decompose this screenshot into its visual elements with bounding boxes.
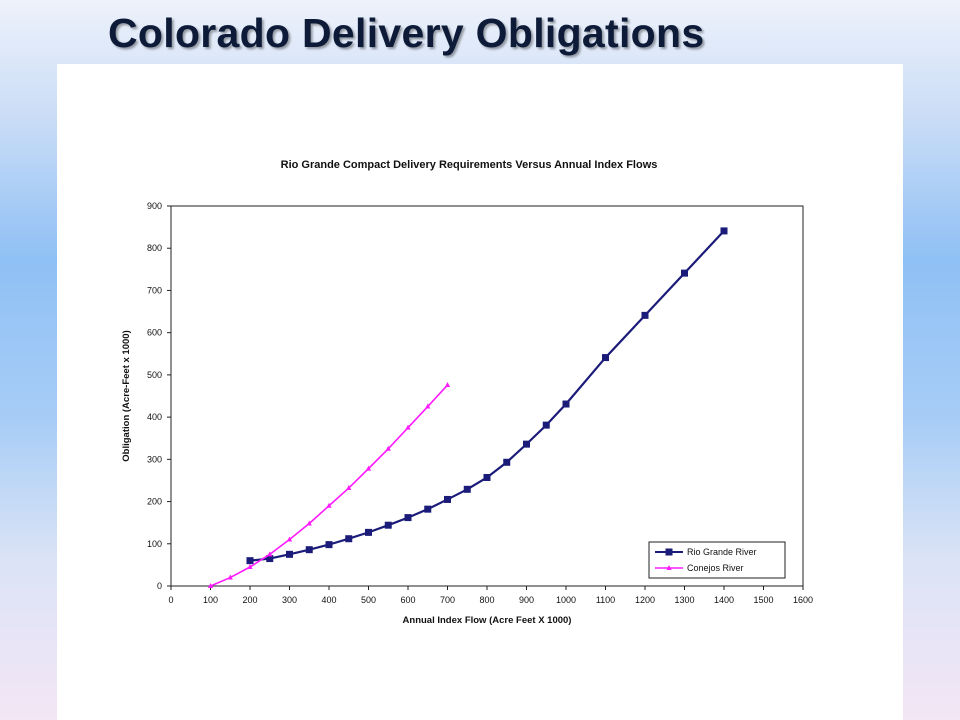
x-tick-label: 1100 xyxy=(596,595,615,605)
x-tick-label: 800 xyxy=(479,595,494,605)
x-tick-label: 500 xyxy=(361,595,376,605)
x-tick-label: 200 xyxy=(242,595,257,605)
data-point-rio-grande-river xyxy=(503,458,511,466)
data-point-rio-grande-river xyxy=(345,535,353,543)
slide-title: Colorado Delivery Obligations xyxy=(108,10,705,56)
data-point-rio-grande-river xyxy=(266,555,274,563)
series-conejos-river xyxy=(207,382,451,588)
data-point-rio-grande-river xyxy=(483,473,491,481)
x-tick-label: 700 xyxy=(440,595,455,605)
data-point-rio-grande-river xyxy=(444,495,451,503)
data-point-rio-grande-river xyxy=(562,400,570,408)
data-point-conejos-river xyxy=(346,485,352,491)
y-tick-label: 300 xyxy=(147,454,162,464)
data-point-conejos-river xyxy=(444,382,451,388)
plot-area xyxy=(170,205,804,587)
x-tick-label: 100 xyxy=(203,595,218,605)
data-point-conejos-river xyxy=(207,583,214,588)
data-point-conejos-river xyxy=(425,403,431,409)
x-tick-label: 1300 xyxy=(674,595,694,605)
series-layer xyxy=(207,227,728,588)
data-point-rio-grande-river xyxy=(720,227,728,235)
data-point-rio-grande-river xyxy=(602,354,609,362)
data-point-conejos-river xyxy=(385,445,391,451)
data-point-rio-grande-river xyxy=(523,440,530,448)
x-axis-label: Annual Index Flow (Acre Feet X 1000) xyxy=(403,615,572,626)
y-tick-label: 0 xyxy=(157,581,162,591)
x-tick-label: 900 xyxy=(519,595,534,605)
legend-marker-conejos-river xyxy=(666,565,672,570)
data-point-rio-grande-river xyxy=(542,421,550,429)
x-tick-label: 1400 xyxy=(714,595,734,605)
legend-marker-rio-grande-river xyxy=(665,548,673,556)
x-tick-label: 1600 xyxy=(793,595,813,605)
legend-label-rio-grande-river: Rio Grande River xyxy=(687,547,757,557)
data-point-rio-grande-river xyxy=(365,528,372,536)
y-tick-label: 500 xyxy=(147,370,162,380)
x-tick-label: 600 xyxy=(400,595,415,605)
data-point-rio-grande-river xyxy=(325,541,333,549)
legend-box xyxy=(648,541,786,579)
x-tick-label: 1000 xyxy=(556,595,576,605)
data-point-conejos-river xyxy=(227,574,233,580)
y-tick-label: 400 xyxy=(147,412,162,422)
data-point-rio-grande-river xyxy=(641,311,649,319)
line-chart: Rio Grande Compact Delivery Requirements… xyxy=(121,159,813,626)
y-axis-label: Obligation (Acre-Feet x 1000) xyxy=(121,330,132,461)
data-point-conejos-river xyxy=(247,564,253,569)
y-tick-label: 200 xyxy=(147,497,162,507)
data-point-rio-grande-river xyxy=(246,557,254,565)
y-tick-label: 800 xyxy=(147,243,162,253)
y-tick-label: 600 xyxy=(147,328,162,338)
data-point-rio-grande-river xyxy=(424,505,432,513)
data-point-rio-grande-river xyxy=(384,521,392,529)
axis-ticks: 0 100 200 300 400 500 600 700 800 900 1000 1100 1200… xyxy=(147,201,813,605)
data-point-conejos-river xyxy=(365,465,372,471)
data-point-rio-grande-river xyxy=(404,514,412,522)
data-point-conejos-river xyxy=(267,551,273,557)
chart-title: Rio Grande Compact Delivery Requirements… xyxy=(281,159,658,171)
x-tick-label: 300 xyxy=(282,595,297,605)
y-tick-label: 100 xyxy=(147,539,162,549)
y-tick-label: 700 xyxy=(147,285,162,295)
y-tick-label: 900 xyxy=(147,201,162,211)
chart-panel: Rio Grande Compact Delivery Requirements… xyxy=(57,64,903,720)
chart-legend: Rio Grande River Conejos River xyxy=(648,541,786,579)
data-point-rio-grande-river xyxy=(681,269,688,277)
series-rio-grande-river xyxy=(246,227,728,565)
x-tick-label: 0 xyxy=(168,595,173,605)
x-tick-label: 1500 xyxy=(753,595,773,605)
data-point-conejos-river xyxy=(405,424,411,430)
data-point-rio-grande-river xyxy=(463,485,471,493)
data-point-conejos-river xyxy=(326,502,332,508)
x-tick-label: 400 xyxy=(321,595,336,605)
data-point-conejos-river xyxy=(286,536,293,542)
x-tick-label: 1200 xyxy=(635,595,655,605)
data-point-rio-grande-river xyxy=(286,550,293,558)
data-point-rio-grande-river xyxy=(305,546,313,554)
data-point-conejos-river xyxy=(306,520,312,526)
legend-label-conejos-river: Conejos River xyxy=(687,563,744,573)
